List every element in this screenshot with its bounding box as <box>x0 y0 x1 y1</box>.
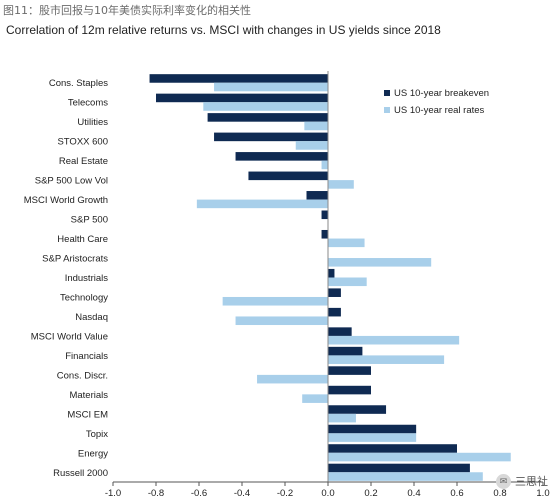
category-label-financials: Financials <box>65 351 108 362</box>
bar-msci-em-real-rates <box>328 413 356 423</box>
category-label-cons-staples: Cons. Staples <box>49 78 108 89</box>
bar-financials-real-rates <box>328 355 445 364</box>
x-tick-label: -1.0 <box>105 488 121 499</box>
bar-technology-breakeven <box>328 288 341 297</box>
category-label-stoxx-600: STOXX 600 <box>57 137 108 148</box>
category-label-technology: Technology <box>60 292 108 303</box>
bar-stoxx-600-real-rates <box>295 141 328 150</box>
bar-msci-em-breakeven <box>328 405 387 414</box>
bar-stoxx-600-breakeven <box>214 132 328 142</box>
bar-russell-2000-breakeven <box>328 463 470 473</box>
bar-topix-real-rates <box>328 433 417 442</box>
wechat-icon: ✉ <box>496 473 511 489</box>
bar-msci-world-growth-breakeven <box>306 191 328 200</box>
bar-cons-discr-real-rates <box>257 374 328 384</box>
bar-materials-breakeven <box>328 385 371 395</box>
bar-energy-breakeven <box>328 444 457 453</box>
bar-materials-real-rates <box>302 394 328 403</box>
category-label-russell-2000: Russell 2000 <box>53 468 108 479</box>
x-tick-label: 0.6 <box>450 488 463 499</box>
x-tick-label: -0.6 <box>191 488 207 499</box>
bar-real-estate-real-rates <box>321 160 328 170</box>
category-label-energy: Energy <box>78 448 108 459</box>
category-label-utilities: Utilities <box>77 117 108 128</box>
x-tick-label: -0.2 <box>277 488 293 499</box>
bar-russell-2000-real-rates <box>328 472 483 481</box>
legend-swatch-breakeven <box>384 90 390 96</box>
legend: US 10-year breakeven US 10-year real rate… <box>384 88 489 116</box>
category-label-industrials: Industrials <box>65 273 109 284</box>
bar-s-p-500-low-vol-real-rates <box>328 180 354 189</box>
bar-real-estate-breakeven <box>235 152 328 161</box>
bar-financials-breakeven <box>328 346 363 356</box>
x-tick-label: 0.4 <box>407 488 420 499</box>
bar-industrials-real-rates <box>328 277 367 287</box>
category-label-telecoms: Telecoms <box>68 98 108 109</box>
x-tick-label: 0.2 <box>364 488 377 499</box>
category-labels: Cons. Staples Telecoms Utilities STOXX 600 R… <box>24 78 109 479</box>
x-tick-label: 0.0 <box>321 488 334 499</box>
bar-cons-staples-real-rates <box>214 82 328 92</box>
bar-health-care-breakeven <box>321 229 328 239</box>
category-label-health-care: Health Care <box>57 234 108 245</box>
legend-label-real-rates: US 10-year real rates <box>394 105 485 116</box>
category-label-msci-world-growth: MSCI World Growth <box>24 195 108 206</box>
x-tick-label: 1.0 <box>536 488 549 499</box>
bar-msci-world-growth-real-rates <box>196 199 328 209</box>
bar-cons-discr-breakeven <box>328 366 371 375</box>
category-label-s-p-aristocrats: S&P Aristocrats <box>42 254 108 265</box>
bar-technology-real-rates <box>222 296 328 306</box>
category-label-nasdaq: Nasdaq <box>75 312 108 323</box>
bar-s-p-500-low-vol-breakeven <box>248 171 328 181</box>
bar-topix-breakeven <box>328 424 417 434</box>
bar-utilities-real-rates <box>304 121 328 131</box>
bar-industrials-breakeven <box>328 268 335 278</box>
bar-nasdaq-real-rates <box>235 316 328 326</box>
chart-title: Correlation of 12m relative returns vs. … <box>6 23 441 37</box>
bar-health-care-real-rates <box>328 238 365 248</box>
x-tick-label: -0.8 <box>148 488 164 499</box>
category-label-real-estate: Real Estate <box>59 156 108 167</box>
x-axis: -1.0 -0.8 -0.6 -0.4 -0.2 0.0 0.2 0.4 0.6 0.8 1.0 <box>105 71 550 499</box>
x-tick-label: 0.8 <box>493 488 506 499</box>
watermark-text: 三思社 <box>515 476 548 488</box>
category-label-materials: Materials <box>69 390 108 401</box>
category-label-cons-discr: Cons. Discr. <box>57 370 108 381</box>
bar-msci-world-value-breakeven <box>328 327 352 336</box>
bar-telecoms-real-rates <box>203 102 328 111</box>
bar-energy-real-rates <box>328 452 511 462</box>
x-tick-label: -0.4 <box>234 488 250 499</box>
watermark: ✉ 三思社 <box>496 473 548 489</box>
bar-s-p-500-breakeven <box>321 210 328 220</box>
category-label-s-p-500: S&P 500 <box>71 215 108 226</box>
bar-telecoms-breakeven <box>156 93 328 103</box>
bar-s-p-aristocrats-real-rates <box>328 258 432 267</box>
figure-caption: 图11：股市回报与10年美债实际利率变化的相关性 <box>3 4 251 17</box>
bar-cons-staples-breakeven <box>149 74 328 83</box>
legend-label-breakeven: US 10-year breakeven <box>394 88 489 99</box>
bar-utilities-breakeven <box>207 113 328 122</box>
bar-msci-world-value-real-rates <box>328 335 460 345</box>
category-label-topix: Topix <box>86 429 108 440</box>
category-label-msci-world-value: MSCI World Value <box>31 331 108 342</box>
category-label-msci-em: MSCI EM <box>67 409 108 420</box>
bars-layer <box>149 74 511 481</box>
category-label-s-p-500-low-vol: S&P 500 Low Vol <box>35 176 108 187</box>
bar-nasdaq-breakeven <box>328 307 341 317</box>
legend-swatch-real-rates <box>384 107 390 113</box>
